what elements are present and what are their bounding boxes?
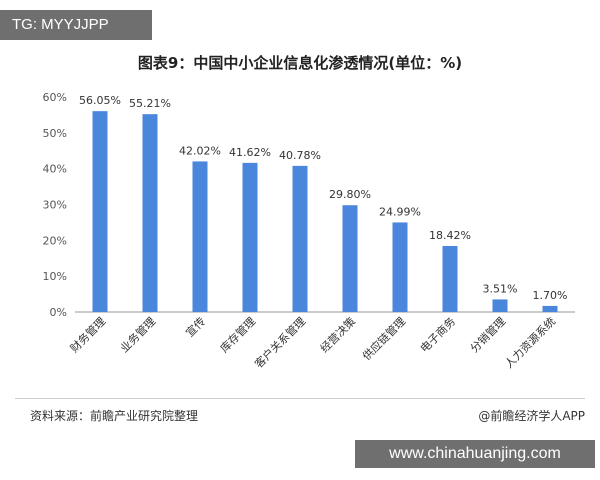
- x-tick-label: 电子商务: [417, 314, 458, 355]
- data-label: 42.02%: [179, 144, 221, 157]
- data-label: 56.05%: [79, 94, 121, 107]
- x-tick-label: 库存管理: [217, 314, 258, 355]
- bar: [92, 111, 108, 312]
- bar: [492, 299, 508, 312]
- data-label: 55.21%: [129, 97, 171, 110]
- bar: [342, 205, 358, 312]
- x-tick-label: 宣传: [183, 314, 208, 339]
- x-tick-label: 客户关系管理: [252, 314, 309, 371]
- divider: [15, 398, 585, 399]
- x-tick-label: 经营决策: [317, 314, 358, 355]
- x-tick-label: 人力资源系统: [502, 314, 559, 371]
- data-label: 24.99%: [379, 205, 421, 218]
- bar: [392, 222, 408, 312]
- data-label: 18.42%: [429, 229, 471, 242]
- y-tick-label: 0%: [50, 306, 67, 319]
- data-label: 40.78%: [279, 149, 321, 162]
- y-tick-label: 60%: [43, 91, 67, 104]
- watermark-url: www.chinahuanjing.com: [355, 440, 595, 468]
- source-text: 资料来源：前瞻产业研究院整理: [30, 409, 199, 423]
- bar: [142, 114, 158, 312]
- y-tick-label: 40%: [43, 163, 67, 176]
- y-tick-label: 50%: [43, 127, 67, 140]
- data-label: 41.62%: [229, 146, 271, 159]
- bar: [442, 245, 458, 312]
- data-label: 3.51%: [483, 282, 518, 295]
- chart-title: 图表9：中国中小企业信息化渗透情况(单位：%): [137, 54, 463, 72]
- data-label: 1.70%: [533, 289, 568, 302]
- y-tick-label: 20%: [43, 234, 67, 247]
- bar: [242, 162, 258, 312]
- bar: [292, 165, 308, 312]
- x-tick-label: 财务管理: [67, 314, 108, 355]
- y-tick-label: 30%: [43, 199, 67, 212]
- credit-text: @前瞻经济学人APP: [478, 409, 585, 423]
- y-tick-label: 10%: [43, 270, 67, 283]
- tag-label: TG: MYYJJPP: [0, 10, 152, 40]
- data-label: 29.80%: [329, 188, 371, 201]
- x-tick-label: 分销管理: [467, 314, 508, 355]
- bar: [542, 305, 558, 312]
- x-tick-label: 业务管理: [117, 314, 158, 355]
- x-tick-label: 供应链管理: [359, 314, 408, 363]
- bar: [192, 161, 208, 312]
